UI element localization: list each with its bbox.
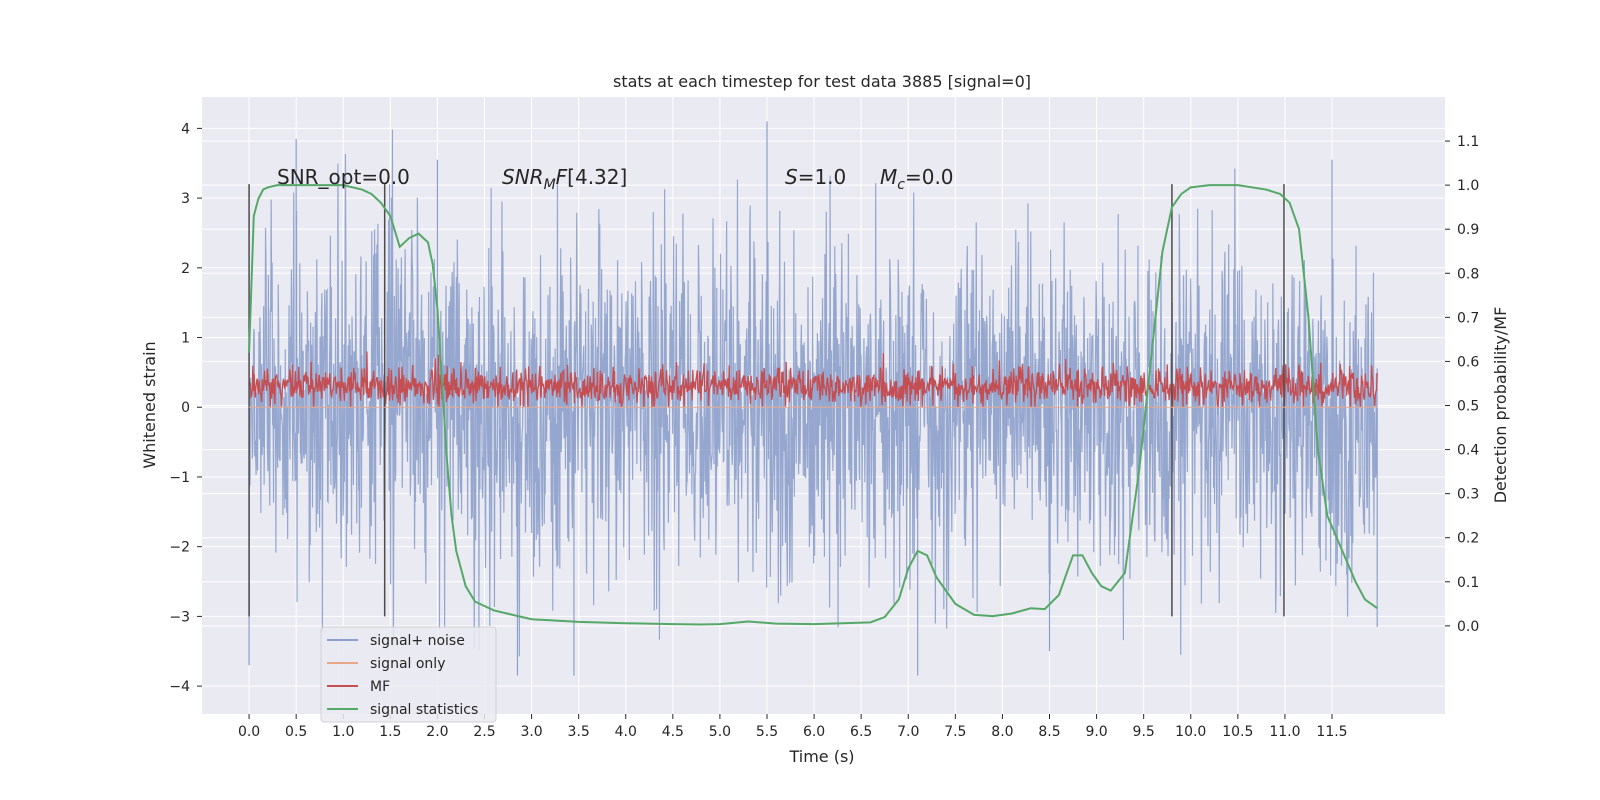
y-right-tick-label: 0.9	[1457, 222, 1479, 238]
y-right-axis-label: Detection probability/MF	[1491, 307, 1510, 504]
x-tick-label: 2.0	[426, 724, 448, 740]
annotation-s: S=1.0	[785, 165, 846, 189]
x-tick-label: 3.0	[520, 724, 542, 740]
series-signal-statistics	[248, 184, 1378, 626]
legend-entry-label: signal statistics	[370, 702, 478, 718]
annotation-mc-value: =0.0	[905, 165, 954, 189]
legend-entry-label: signal only	[370, 656, 445, 672]
annotation-snr-opt: SNR_opt=0.0	[277, 165, 410, 189]
x-tick-label: 1.5	[379, 724, 401, 740]
annotation-snr-mf: SNRMF[4.32]	[502, 165, 627, 193]
legend-entry-label: signal+ noise	[370, 633, 465, 649]
annotation-mc: Mc=0.0	[880, 165, 954, 193]
y-right-tick-label: 0.4	[1457, 443, 1479, 459]
y-right-tick-label: 0.3	[1457, 487, 1479, 503]
x-tick-label: 5.0	[709, 724, 731, 740]
y-right-tick-label: 0.0	[1457, 619, 1479, 635]
x-tick-label: 3.5	[568, 724, 590, 740]
x-tick-label: 11.0	[1269, 724, 1300, 740]
chart-title: stats at each timestep for test data 388…	[613, 72, 1031, 91]
x-tick-label: 5.5	[756, 724, 778, 740]
x-tick-label: 4.0	[615, 724, 637, 740]
y-right-tick-label: 1.1	[1457, 134, 1479, 150]
x-tick-label: 2.5	[473, 724, 495, 740]
vertical-markers	[248, 184, 1285, 617]
x-tick-label: 8.0	[991, 724, 1013, 740]
y-right-axis-ticks: 1.1 1.0 0.9 0.8 0.7 0.6 0.5 0.4 0.3 0.2 0.1 0.0	[1445, 134, 1479, 635]
x-tick-label: 7.5	[944, 724, 966, 740]
x-tick-label: 9.5	[1133, 724, 1155, 740]
mf-line	[248, 351, 1378, 408]
x-tick-label: 8.5	[1038, 724, 1060, 740]
series-mf	[248, 351, 1378, 408]
annotation-snr-mf-value: [4.32]	[567, 165, 627, 189]
x-tick-label: 7.0	[897, 724, 919, 740]
legend: signal+ noise signal only MF signal statist…	[320, 626, 497, 723]
y-left-tick-label: 0	[181, 400, 190, 416]
y-right-tick-label: 0.7	[1457, 310, 1479, 326]
y-left-tick-label: −2	[169, 540, 190, 556]
y-left-tick-label: 1	[181, 331, 190, 347]
x-tick-label: 0.5	[285, 724, 307, 740]
y-left-tick-label: −1	[169, 470, 190, 486]
x-tick-label: 4.5	[662, 724, 684, 740]
y-left-tick-label: −3	[169, 609, 190, 625]
x-tick-label: 9.0	[1085, 724, 1107, 740]
x-tick-label: 11.5	[1316, 724, 1347, 740]
y-right-tick-label: 0.5	[1457, 399, 1479, 415]
y-left-tick-label: 2	[181, 261, 190, 277]
signal-statistics-line	[248, 184, 1378, 626]
y-left-tick-label: −4	[169, 679, 190, 695]
annotation-s-value: =1.0	[798, 165, 847, 189]
y-right-tick-label: 0.2	[1457, 531, 1479, 547]
y-right-tick-label: 1.0	[1457, 178, 1479, 194]
y-left-tick-label: 3	[181, 191, 190, 207]
x-axis-label: Time (s)	[788, 747, 854, 766]
x-tick-label: 10.0	[1175, 724, 1206, 740]
y-left-axis-label: Whitened strain	[140, 341, 159, 468]
y-left-tick-label: 4	[181, 121, 190, 137]
x-axis-ticks: 0.0 0.5 1.0 1.5 2.0 2.5 3.0 3.5 4.0 4.5 5.0 5.5 6.0 6…	[238, 714, 1348, 740]
x-tick-label: 6.0	[803, 724, 825, 740]
x-tick-label: 0.0	[238, 724, 260, 740]
x-tick-label: 6.5	[850, 724, 872, 740]
legend-entry-label: MF	[370, 679, 390, 695]
y-right-tick-label: 0.8	[1457, 266, 1479, 282]
legend-frame	[320, 626, 497, 723]
y-left-axis-ticks: 4 3 2 1 0 −1 −2 −3 −4	[169, 121, 202, 695]
y-right-tick-label: 0.1	[1457, 575, 1479, 591]
x-tick-label: 10.5	[1222, 724, 1253, 740]
y-right-tick-label: 0.6	[1457, 354, 1479, 370]
x-tick-label: 1.0	[332, 724, 354, 740]
